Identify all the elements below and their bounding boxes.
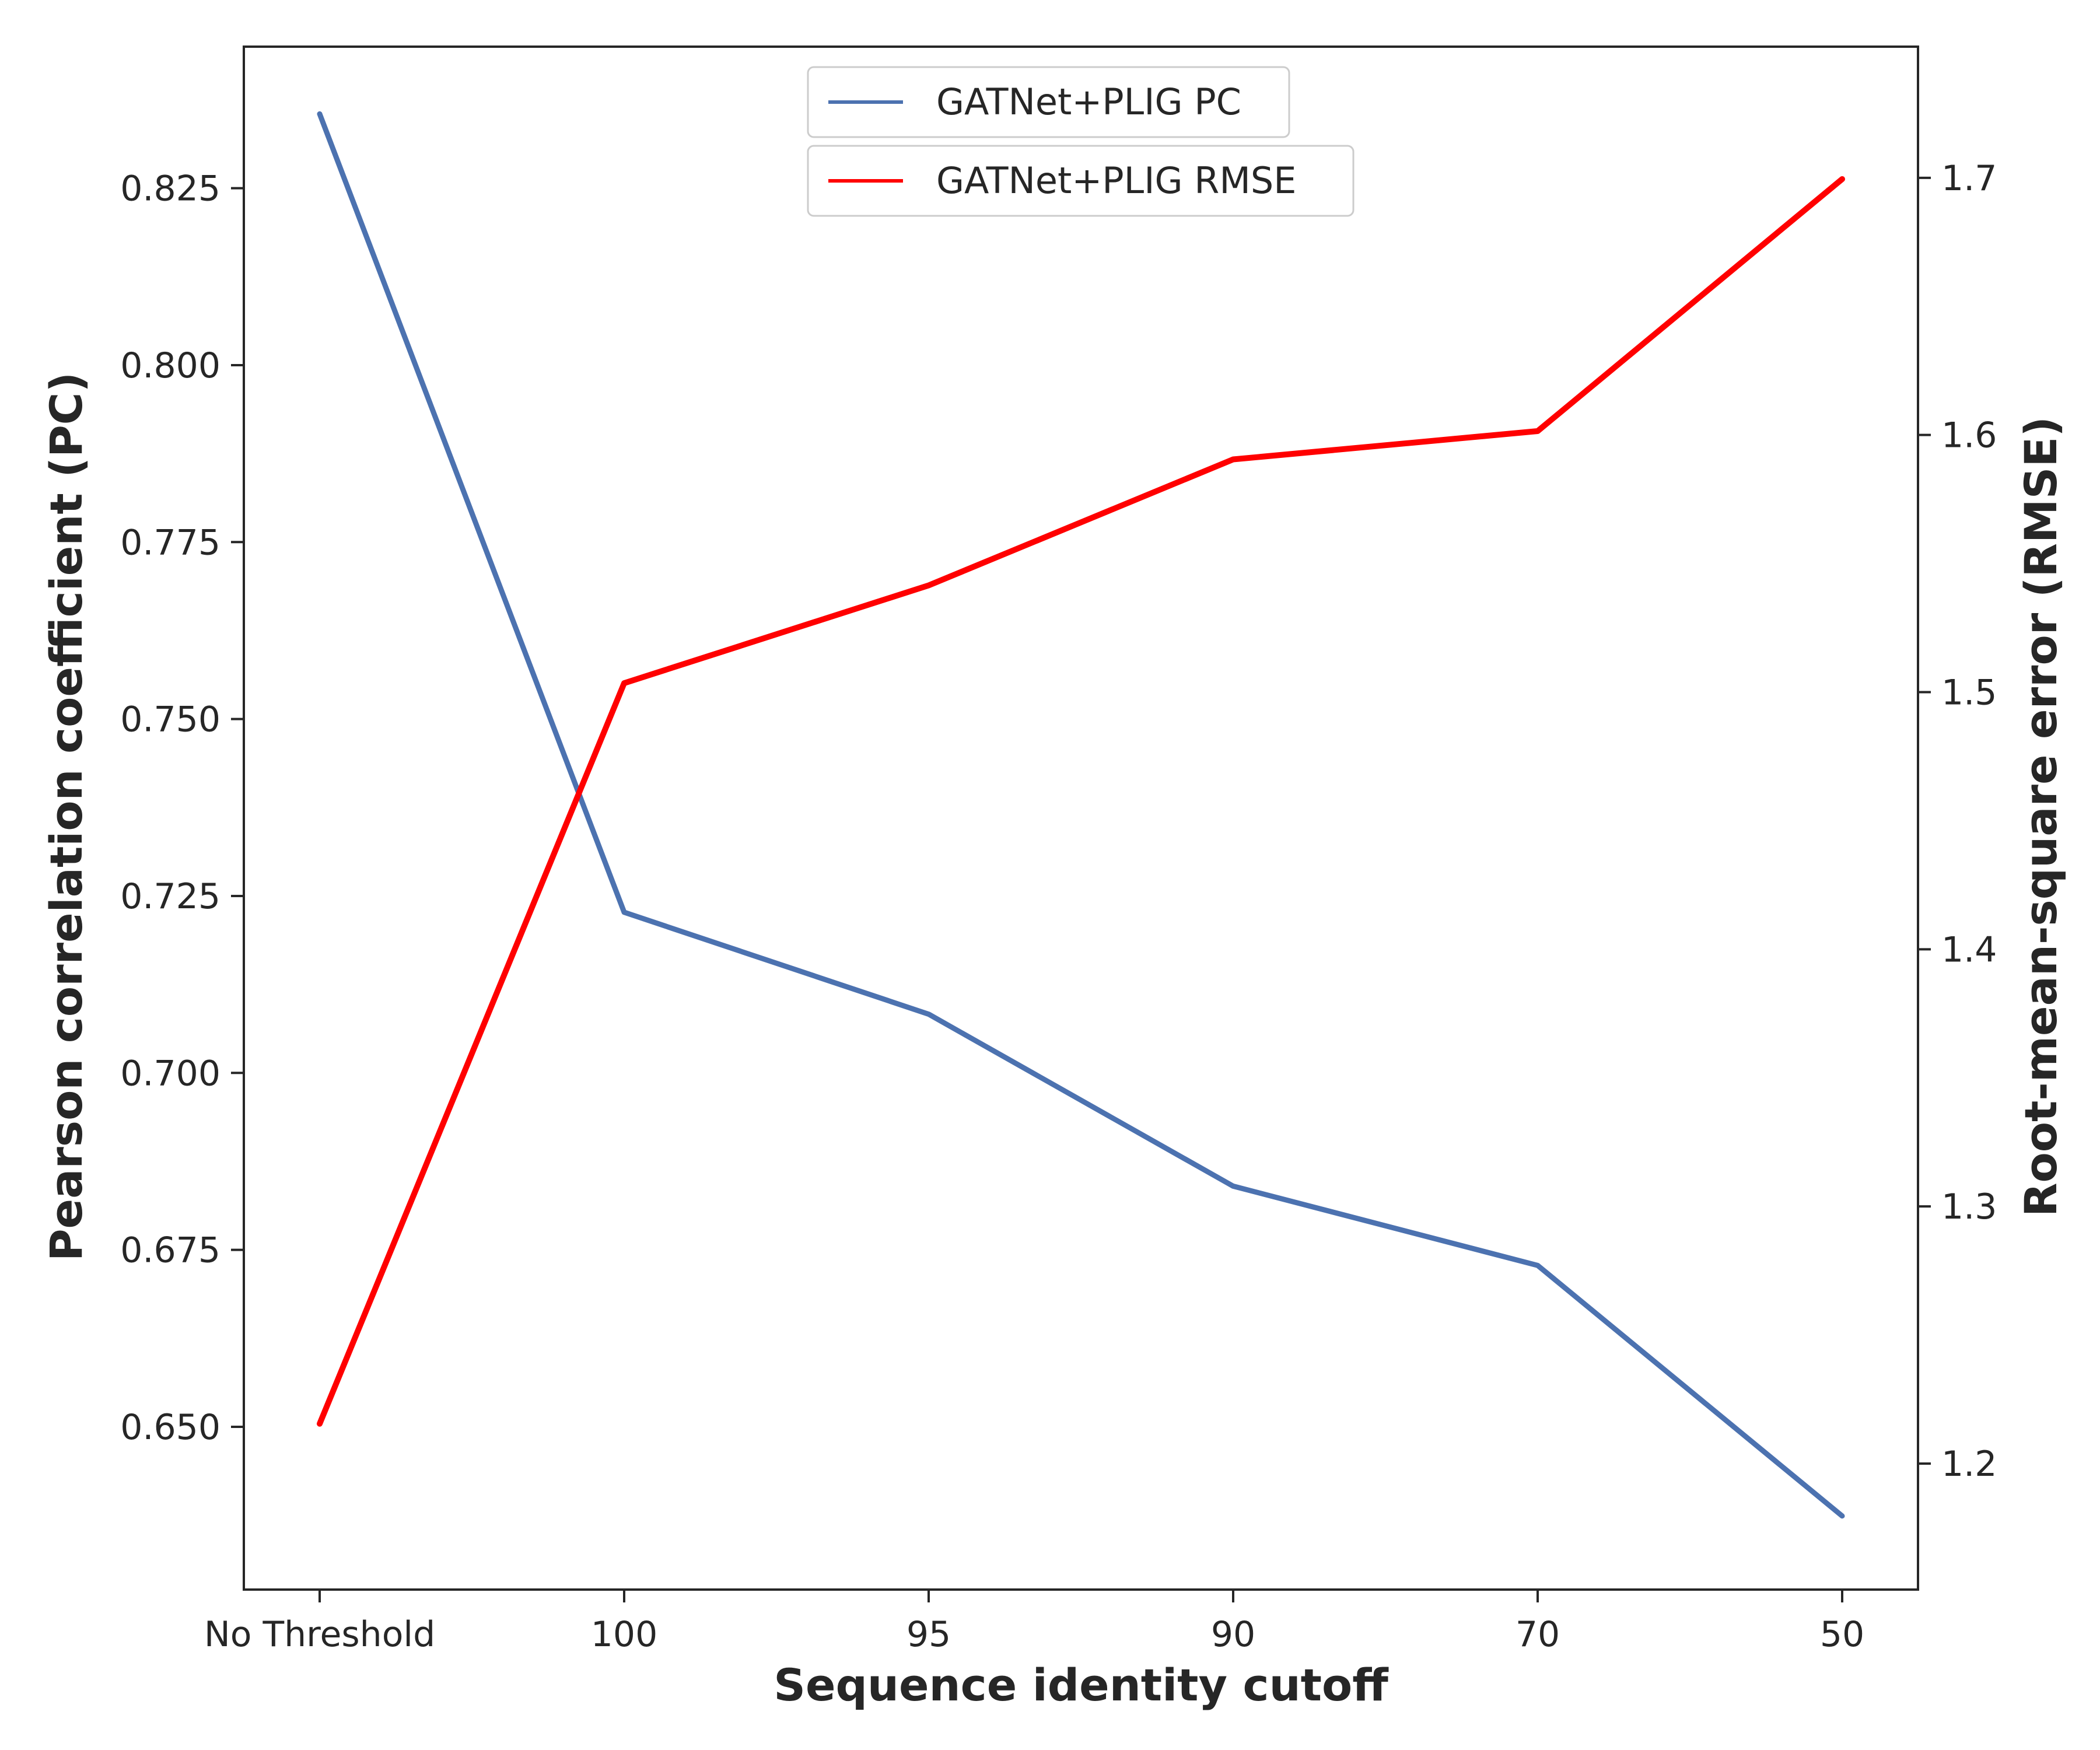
x-tick-label: No Threshold — [204, 1614, 435, 1655]
y-right-tick-label: 1.7 — [1941, 158, 1997, 199]
legend-rmse-label: GATNet+PLIG RMSE — [936, 159, 1296, 202]
plot-area — [317, 111, 1845, 1519]
y-axis-right-title: Root-mean-square error (RMSE) — [2015, 416, 2067, 1217]
y-left-tick-label: 0.675 — [120, 1230, 220, 1271]
series-line-rmse — [317, 176, 1845, 1427]
x-tick-label: 50 — [1820, 1614, 1864, 1655]
x-axis-title: Sequence identity cutoff — [774, 1659, 1389, 1711]
axes: No Threshold 100 95 90 70 50 0.650 0.675 0.700 0.… — [120, 158, 1997, 1655]
y-left-tick-label: 0.700 — [120, 1053, 220, 1094]
x-tick-label: 70 — [1516, 1614, 1560, 1655]
y-left-tick-label: 0.775 — [120, 522, 220, 563]
y-left-tick-label: 0.750 — [120, 699, 220, 740]
y-left-tick-label: 0.825 — [120, 169, 220, 209]
y-right-tick-label: 1.6 — [1941, 415, 1997, 456]
y-left-tick-label: 0.650 — [120, 1407, 220, 1448]
legend-pc-box — [807, 66, 1290, 138]
legend-pc: GATNet+PLIG PC — [807, 66, 1290, 138]
legend-pc-label: GATNet+PLIG PC — [936, 80, 1241, 123]
series-line-pc — [317, 111, 1845, 1519]
y-right-tick-label: 1.4 — [1941, 929, 1997, 970]
y-axis-left-title: Pearson correlation coefficient (PC) — [40, 372, 92, 1261]
legend-rmse-box — [807, 145, 1354, 217]
y-left-tick-label: 0.800 — [120, 345, 220, 386]
y-left-tick-label: 0.725 — [120, 876, 220, 917]
legend-rmse: GATNet+PLIG RMSE — [807, 145, 1354, 217]
x-tick-label: 90 — [1211, 1614, 1255, 1655]
x-tick-label: 95 — [907, 1614, 951, 1655]
y-right-tick-label: 1.3 — [1941, 1186, 1997, 1227]
x-tick-label: 100 — [591, 1614, 658, 1655]
plot-frame — [243, 46, 1919, 1591]
y-right-tick-label: 1.5 — [1941, 672, 1997, 713]
y-right-tick-label: 1.2 — [1941, 1444, 1997, 1485]
